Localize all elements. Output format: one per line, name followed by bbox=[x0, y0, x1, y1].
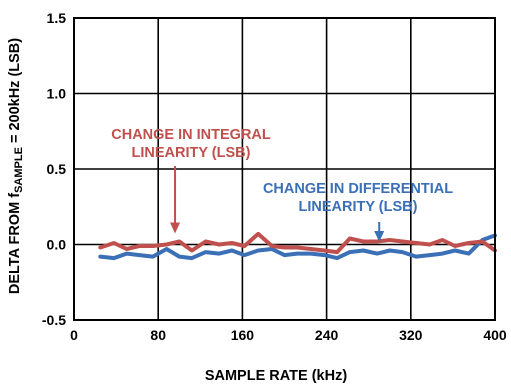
x-tick-label: 240 bbox=[315, 327, 339, 343]
y-tick-label: 0.5 bbox=[47, 161, 67, 177]
x-tick-label: 80 bbox=[150, 327, 166, 343]
annotation-arrow-head-1 bbox=[374, 231, 385, 243]
x-axis-title: SAMPLE RATE (kHz) bbox=[205, 368, 347, 384]
x-tick-label: 0 bbox=[70, 327, 78, 343]
plot-frame bbox=[73, 17, 496, 321]
y-tick-label: 1.0 bbox=[47, 86, 67, 102]
series-line-0 bbox=[98, 231, 497, 255]
x-tick-label: 160 bbox=[231, 327, 255, 343]
annotation-label-1: CHANGE IN DIFFERENTIAL LINEARITY (LSB) bbox=[263, 181, 453, 215]
grid bbox=[73, 17, 496, 321]
x-tick-label: 320 bbox=[399, 327, 423, 343]
y-axis-title: DELTA FROM fSAMPLE = 200kHz (LSB) bbox=[7, 38, 25, 294]
y-tick-label: 1.5 bbox=[47, 10, 67, 26]
y-tick-label: -0.5 bbox=[42, 312, 66, 328]
annotation-line: CHANGE IN DIFFERENTIAL bbox=[263, 181, 453, 197]
tick-labels: 0 80 160 240 320 400 -0.5 0.0 0.5 1.0 1.5 bbox=[42, 10, 507, 343]
plot-border bbox=[73, 17, 496, 321]
annotations: CHANGE IN INTEGRAL LINEARITY (LSB)CHANGE … bbox=[111, 127, 453, 243]
series-layer bbox=[98, 231, 497, 261]
x-tick-label: 400 bbox=[483, 327, 507, 343]
annotation-arrow-head-0 bbox=[170, 222, 181, 234]
annotation-line: CHANGE IN INTEGRAL bbox=[111, 127, 271, 143]
series-line-1 bbox=[98, 233, 497, 261]
y-axis-title-prefix: DELTA FROM f bbox=[7, 193, 23, 294]
y-axis-title-suffix: = 200kHz (LSB) bbox=[7, 38, 23, 147]
y-axis-title-subscript: SAMPLE bbox=[13, 147, 25, 193]
y-tick-label: 0.0 bbox=[47, 237, 67, 253]
annotation-label-0: CHANGE IN INTEGRAL LINEARITY (LSB) bbox=[111, 127, 271, 161]
annotation-line: LINEARITY (LSB) bbox=[132, 145, 251, 161]
annotation-line: LINEARITY (LSB) bbox=[299, 199, 418, 215]
